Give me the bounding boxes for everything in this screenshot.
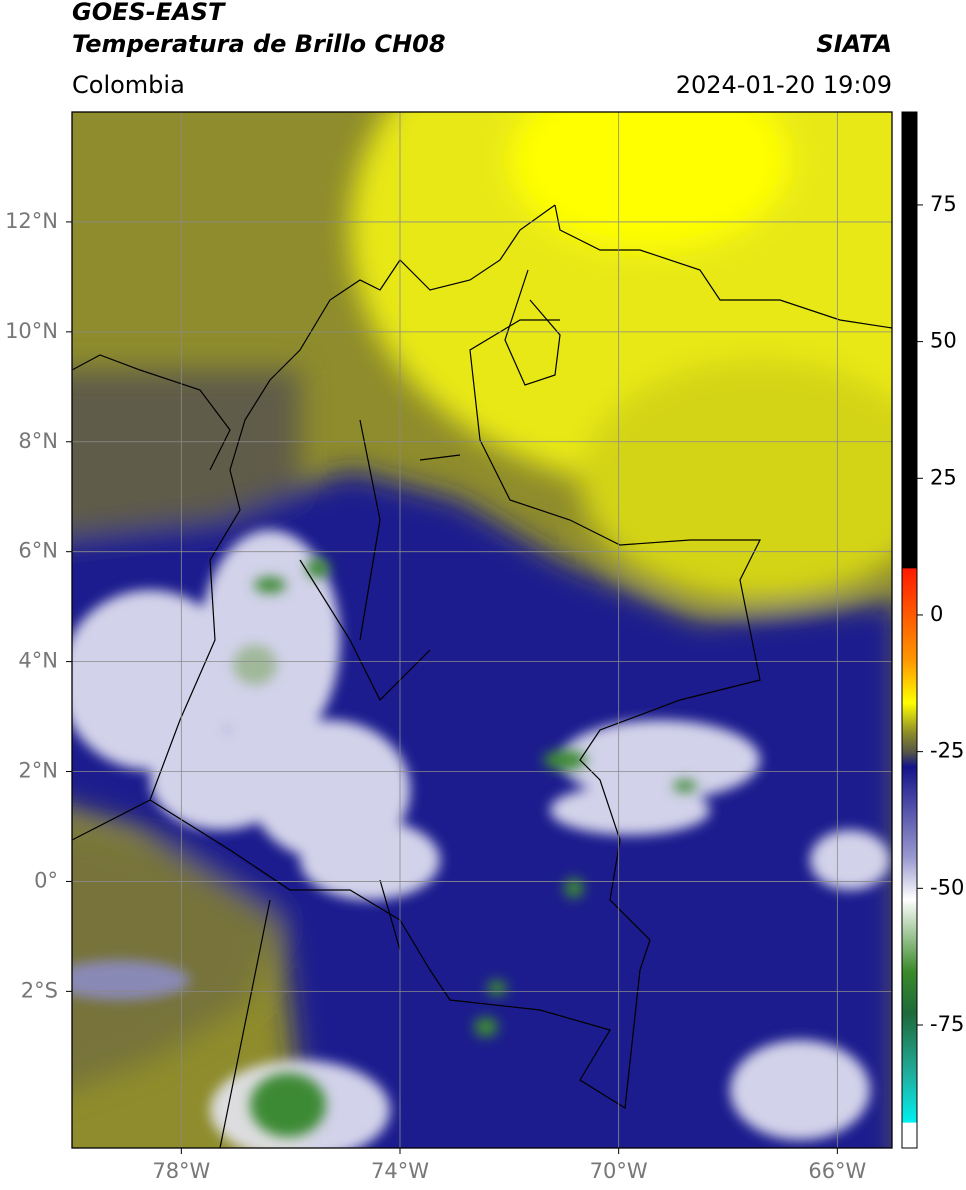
colorbar-tick-label: 0 <box>930 602 943 626</box>
y-tick-label: 10°N <box>5 319 58 343</box>
y-tick-label: 2°S <box>21 978 58 1002</box>
y-tick-label: 6°N <box>18 539 58 563</box>
colorbar <box>901 111 918 1149</box>
subtitle: Temperatura de Brillo CH08 <box>72 30 446 58</box>
datetime: 2024-01-20 19:09 <box>676 71 892 99</box>
colorbar-tick-label: -25 <box>930 739 964 763</box>
colorbar-tick-label: 50 <box>930 329 957 353</box>
tick-labels: 78°W 74°W 70°W 66°W 12°N 10°N 8°N 6°N 4°N 2°N 0° 2°… <box>5 192 964 1183</box>
y-tick-label: 2°N <box>18 759 58 783</box>
y-tick-label: 12°N <box>5 209 58 233</box>
colorbar-tick-label: 25 <box>930 465 957 489</box>
source: SIATA <box>816 30 892 58</box>
map-frame <box>71 111 893 1149</box>
x-tick-label: 78°W <box>152 1159 210 1183</box>
colorbar-tick-label: 75 <box>930 192 957 216</box>
graticule <box>72 112 892 1148</box>
colorbar-tick-label: -50 <box>930 875 964 899</box>
x-tick-label: 70°W <box>590 1159 648 1183</box>
satellite-image <box>72 112 892 1148</box>
x-tick-label: 66°W <box>808 1159 866 1183</box>
colorbar-tick-label: -75 <box>930 1012 964 1036</box>
y-tick-label: 4°N <box>18 649 58 673</box>
y-tick-label: 8°N <box>18 429 58 453</box>
x-tick-label: 74°W <box>371 1159 429 1183</box>
title: GOES-EAST <box>72 0 226 26</box>
borders <box>72 204 892 1148</box>
header: GOES-EAST Temperatura de Brillo CH08 Col… <box>72 0 892 99</box>
y-tick-label: 0° <box>34 868 58 892</box>
region: Colombia <box>72 71 185 99</box>
